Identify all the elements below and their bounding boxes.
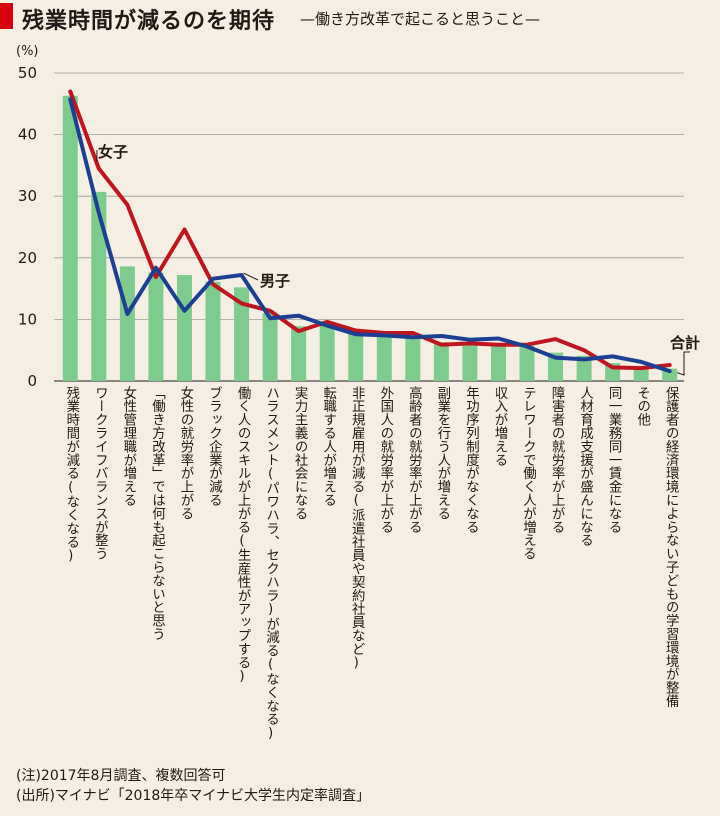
y-tick-label: 50 xyxy=(18,64,37,82)
category-label: ハラスメント(パワハラ、セクハラ)が減る(なくなる) xyxy=(263,386,279,741)
bar xyxy=(376,334,392,381)
category-label: 障害者の就労率が上がる xyxy=(548,386,564,534)
category-label: 働く人のスキルが上がる(生産性がアップする) xyxy=(234,386,250,684)
survey-note: (注)2017年8月調査、複数回答可 xyxy=(16,768,226,784)
title-accent-mark xyxy=(0,3,13,29)
category-label: ブラック企業が減る xyxy=(206,386,221,507)
category-label: 転職する人が増える xyxy=(320,386,336,507)
source-note: (出所)マイナビ「2018年卒マイナビ大学生内定率調査」 xyxy=(16,788,370,804)
total-leader-line xyxy=(677,351,690,376)
category-label: 外国人の就労率が上がる xyxy=(377,386,393,534)
y-tick-label: 20 xyxy=(18,249,37,267)
line-series-female xyxy=(68,89,672,371)
bar xyxy=(405,336,421,381)
category-label: 同一業務同一賃金になる xyxy=(605,386,621,534)
y-axis-unit: (%) xyxy=(16,44,39,59)
bar xyxy=(319,323,335,381)
chart-title: 残業時間が減るのを期待 xyxy=(22,9,276,34)
category-label: 保護者の経済環境によらない子どもの学習環境が整備 xyxy=(662,386,678,708)
bar xyxy=(348,332,364,381)
male-leader-line xyxy=(243,272,259,281)
bar xyxy=(91,191,107,381)
bar xyxy=(148,272,164,381)
bar xyxy=(291,326,307,381)
bar xyxy=(576,355,592,381)
footnotes: (注)2017年8月調査、複数回答可 (出所)マイナビ「2018年卒マイナビ大学… xyxy=(16,766,370,806)
bar xyxy=(490,343,506,381)
category-label: 女性管理職が増える xyxy=(120,386,136,507)
bar xyxy=(519,345,535,381)
y-tick-label: 0 xyxy=(27,372,37,390)
bar xyxy=(119,266,135,381)
series-label-male: 男子 xyxy=(260,272,290,290)
bar xyxy=(234,287,250,381)
y-tick-label: 40 xyxy=(18,126,37,144)
bar xyxy=(262,313,278,381)
category-label: 年功序列制度がなくなる xyxy=(462,386,478,534)
category-label: 実力主義の社会になる xyxy=(291,386,307,520)
category-label: 非正規雇用が減る(派遣社員や契約社員など) xyxy=(348,386,364,671)
category-label: テレワークで働く人が増える xyxy=(520,386,535,561)
bar xyxy=(176,275,192,381)
chart-subtitle: —働き方改革で起こると思うこと— xyxy=(300,10,541,28)
bar xyxy=(433,342,449,381)
series-label-female: 女子 xyxy=(98,143,128,161)
category-label: 収入が増える xyxy=(491,386,507,467)
category-label: 女性の就労率が上がる xyxy=(177,386,193,520)
bar xyxy=(205,281,221,381)
category-label: 副業を行う人が増える xyxy=(434,386,450,520)
y-tick-label: 30 xyxy=(18,187,37,205)
bar xyxy=(62,95,78,382)
category-label: 残業時間が減る(なくなる) xyxy=(63,386,79,564)
line-series-male xyxy=(68,97,672,374)
bar xyxy=(462,342,478,381)
y-tick-label: 10 xyxy=(18,310,37,328)
category-label: 人材育成支援が盛んになる xyxy=(577,386,593,547)
category-label: その他 xyxy=(634,386,650,427)
title-bar: 残業時間が減るのを期待 —働き方改革で起こると思うこと— xyxy=(0,0,720,34)
category-label: 高齢者の就労率が上がる xyxy=(405,386,421,534)
series-label-total: 合計 xyxy=(669,334,700,352)
category-label: ワークライフバランスが整う xyxy=(91,386,107,561)
category-label: 「働き方改革」では何も起こらないと思う xyxy=(148,386,164,641)
